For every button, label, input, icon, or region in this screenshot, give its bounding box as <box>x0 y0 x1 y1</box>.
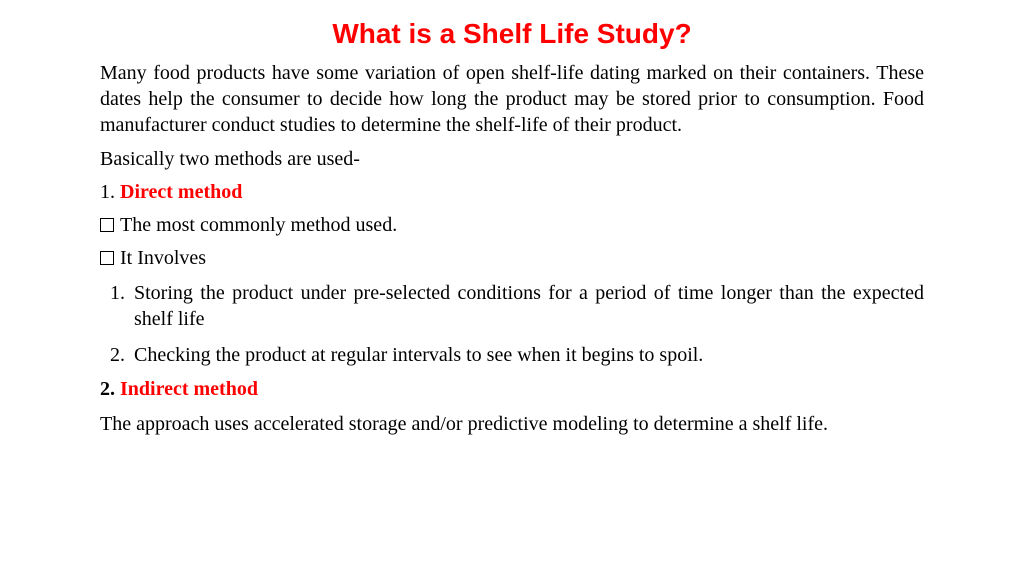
intro-paragraph: Many food products have some variation o… <box>100 60 924 138</box>
closing-paragraph: The approach uses accelerated storage an… <box>100 411 924 437</box>
method-1-heading: 1. Direct method <box>100 181 924 204</box>
numbered-item-number: 2. <box>110 342 134 368</box>
method-2-name: Indirect method <box>120 378 258 400</box>
numbered-item: 2.Checking the product at regular interv… <box>100 342 924 368</box>
bullet-item: The most commonly method used. <box>100 214 924 237</box>
method-1-number: 1. <box>100 181 120 203</box>
method-2-number: 2. <box>100 378 120 400</box>
bullet-text: The most commonly method used. <box>120 214 397 236</box>
numbered-item-text: Storing the product under pre-selected c… <box>134 282 924 330</box>
square-bullet-icon <box>100 251 114 265</box>
bullet-item: It Involves <box>100 247 924 270</box>
numbered-item-number: 1. <box>110 280 134 306</box>
numbered-item-text: Checking the product at regular interval… <box>134 344 703 366</box>
bullet-text: It Involves <box>120 247 206 269</box>
numbered-item: 1.Storing the product under pre-selected… <box>100 280 924 332</box>
method-2-heading: 2. Indirect method <box>100 378 924 401</box>
method-1-name: Direct method <box>120 181 242 203</box>
page-title: What is a Shelf Life Study? <box>100 18 924 50</box>
square-bullet-icon <box>100 218 114 232</box>
methods-intro: Basically two methods are used- <box>100 148 924 171</box>
